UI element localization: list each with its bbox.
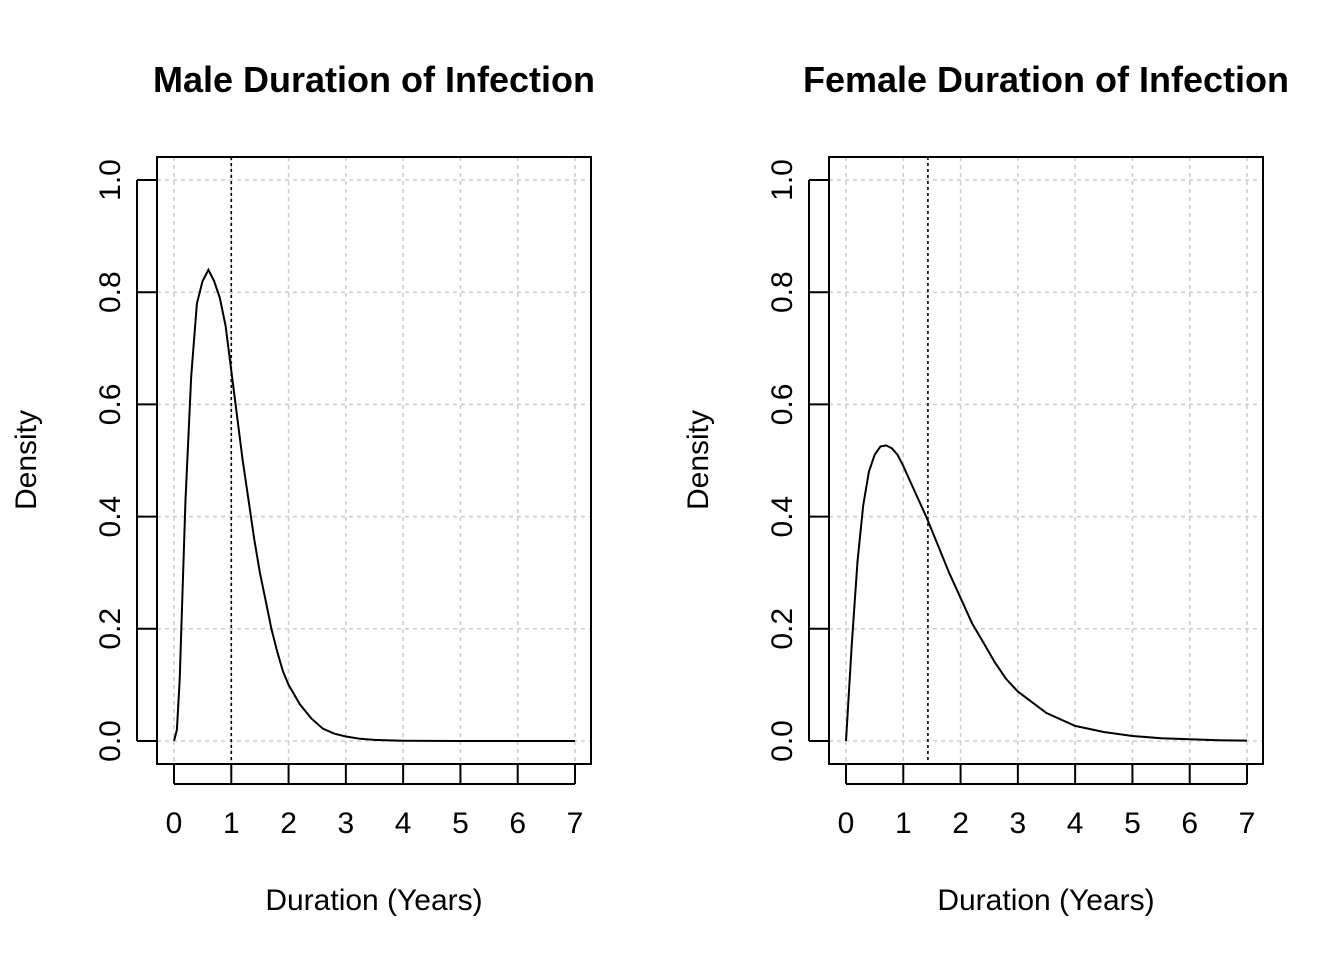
male-y-tick-label: 0.8 xyxy=(94,271,127,313)
male-y-tick-label: 0.2 xyxy=(94,608,127,650)
female-x-axis: 0 1 2 3 4 5 6 7 xyxy=(838,764,1256,840)
female-y-axis-label: Density xyxy=(682,410,715,510)
male-x-axis: 0 1 2 3 4 5 6 7 xyxy=(166,764,584,840)
female-x-tick-label: 4 xyxy=(1067,807,1084,840)
male-x-tick-label: 0 xyxy=(166,807,183,840)
female-y-tick-label: 0.2 xyxy=(766,608,799,650)
male-x-axis-label: Duration (Years) xyxy=(265,884,482,917)
male-y-axis: 0.0 0.2 0.4 0.6 0.8 1.0 xyxy=(94,159,157,762)
male-x-tick-label: 6 xyxy=(509,807,526,840)
male-x-tick-label: 4 xyxy=(395,807,412,840)
female-x-tick-label: 7 xyxy=(1239,807,1256,840)
male-x-tick-label: 2 xyxy=(280,807,297,840)
male-x-tick-label: 1 xyxy=(223,807,240,840)
female-y-tick-label: 1.0 xyxy=(766,159,799,201)
male-y-tick-label: 0.4 xyxy=(94,496,127,538)
male-chart-title: Male Duration of Infection xyxy=(153,59,595,100)
male-x-tick-label: 3 xyxy=(338,807,355,840)
male-x-tick-label: 5 xyxy=(452,807,469,840)
female-panel: Female Duration of Infection 0 1 2 3 4 5 6 7 0.… xyxy=(682,59,1289,917)
male-y-tick-label: 1.0 xyxy=(94,159,127,201)
female-x-tick-label: 5 xyxy=(1124,807,1141,840)
male-x-tick-label: 7 xyxy=(567,807,584,840)
female-grid xyxy=(829,157,1263,764)
male-plot-frame xyxy=(156,156,592,765)
male-y-tick-label: 0.0 xyxy=(94,720,127,762)
female-chart-title: Female Duration of Infection xyxy=(803,59,1289,100)
female-x-axis-label: Duration (Years) xyxy=(937,884,1154,917)
female-y-axis: 0.0 0.2 0.4 0.6 0.8 1.0 xyxy=(766,159,829,762)
male-y-axis-label: Density xyxy=(10,410,43,510)
female-x-tick-label: 1 xyxy=(895,807,912,840)
female-y-tick-label: 0.8 xyxy=(766,271,799,313)
female-x-tick-label: 0 xyxy=(838,807,855,840)
female-x-tick-label: 3 xyxy=(1010,807,1027,840)
female-x-tick-label: 6 xyxy=(1181,807,1198,840)
male-density-curve xyxy=(173,267,575,742)
female-y-tick-label: 0.0 xyxy=(766,720,799,762)
female-y-tick-label: 0.6 xyxy=(766,384,799,426)
female-y-tick-label: 0.4 xyxy=(766,496,799,538)
female-plot-frame xyxy=(828,156,1264,765)
female-density-curve xyxy=(845,444,1248,742)
male-y-tick-label: 0.6 xyxy=(94,384,127,426)
male-grid xyxy=(157,157,591,764)
female-x-tick-label: 2 xyxy=(952,807,969,840)
